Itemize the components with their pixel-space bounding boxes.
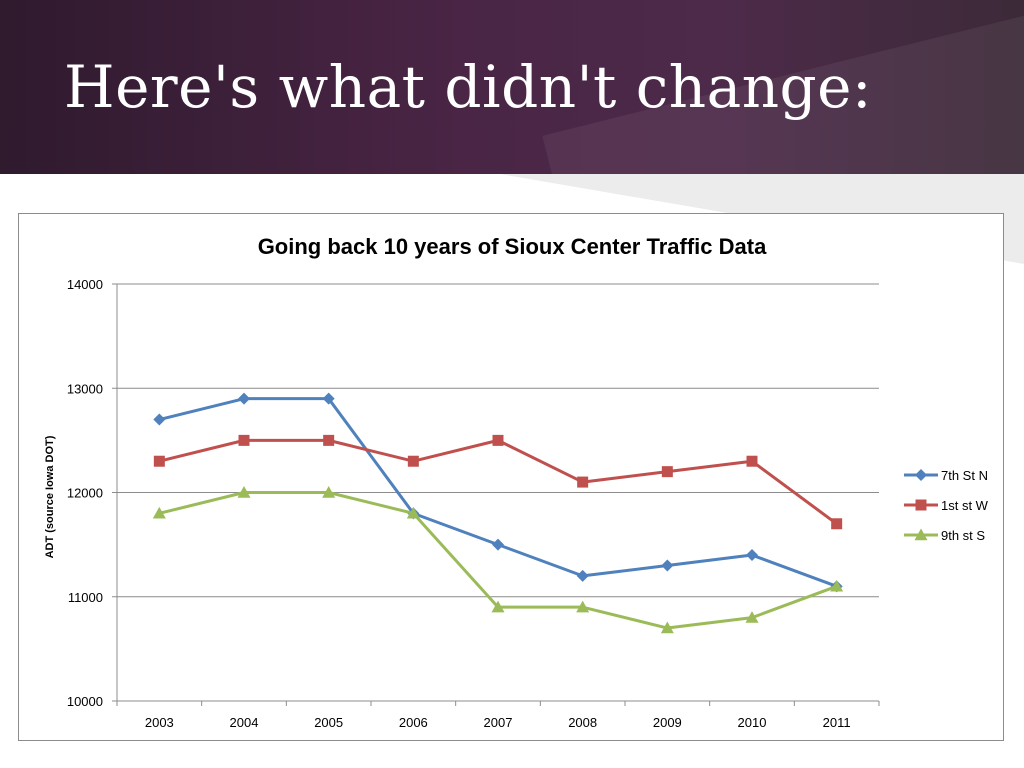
legend: 7th St N 1st st W 9th st S bbox=[904, 468, 989, 543]
x-tick-label-4: 2007 bbox=[484, 715, 513, 730]
data-point-7th-st-n-2008 bbox=[576, 569, 589, 582]
data-point-9th-st-s-2004 bbox=[237, 486, 251, 498]
y-tick-label-1: 11000 bbox=[68, 590, 103, 605]
series-1st-st-w bbox=[153, 434, 843, 530]
data-point-1st-st-w-2009 bbox=[661, 466, 673, 478]
axes: 10000 11000 12000 13000 14000 2003 2004 2005 200… bbox=[67, 277, 880, 730]
legend-label-7th-st-n: 7th St N bbox=[941, 468, 988, 483]
data-point-9th-st-s-2007 bbox=[491, 600, 505, 613]
data-point-9th-st-s-2009 bbox=[660, 621, 674, 634]
x-tick-label-6: 2009 bbox=[653, 715, 682, 730]
series-9th-st-s bbox=[152, 486, 844, 634]
legend-marker-7th-st-n bbox=[915, 469, 927, 481]
legend-item-1st-st-w: 1st st W bbox=[904, 498, 989, 513]
data-point-1st-st-w-2006 bbox=[407, 455, 419, 467]
data-point-1st-st-w-2004 bbox=[238, 434, 250, 446]
y-tick-label-2: 12000 bbox=[67, 486, 103, 501]
legend-marker-1st-st-w bbox=[915, 499, 927, 511]
data-point-9th-st-s-2003 bbox=[152, 506, 166, 519]
data-point-1st-st-w-2003 bbox=[153, 455, 165, 467]
chart-title: Going back 10 years of Sioux Center Traf… bbox=[258, 234, 767, 259]
data-point-9th-st-s-2010 bbox=[745, 611, 759, 623]
data-point-1st-st-w-2008 bbox=[577, 476, 589, 488]
x-tick-label-2: 2005 bbox=[314, 715, 343, 730]
data-point-1st-st-w-2011 bbox=[831, 518, 843, 530]
y-tick-label-3: 13000 bbox=[67, 381, 103, 396]
slide-title: Here's what didn't change: bbox=[64, 53, 873, 121]
series-group bbox=[152, 392, 844, 634]
data-point-7th-st-n-2004 bbox=[238, 392, 250, 405]
slide-header: Here's what didn't change: bbox=[0, 0, 1024, 174]
data-point-1st-st-w-2010 bbox=[746, 455, 758, 467]
data-point-7th-st-n-2005 bbox=[322, 392, 335, 405]
x-tick-label-3: 2006 bbox=[399, 715, 428, 730]
series-line-1st-st-w bbox=[158, 438, 838, 525]
data-point-9th-st-s-2005 bbox=[322, 486, 336, 498]
x-tick-label-7: 2010 bbox=[738, 715, 767, 730]
chart-frame: Going back 10 years of Sioux Center Traf… bbox=[18, 213, 1004, 741]
line-chart: Going back 10 years of Sioux Center Traf… bbox=[44, 234, 989, 730]
data-point-1st-st-w-2007 bbox=[492, 434, 504, 446]
legend-label-9th-st-s: 9th st S bbox=[941, 528, 985, 543]
x-tick-label-0: 2003 bbox=[145, 715, 174, 730]
legend-marker-9th-st-s bbox=[914, 528, 928, 541]
data-point-9th-st-s-2008 bbox=[576, 600, 590, 613]
y-tick-label-0: 10000 bbox=[67, 694, 103, 709]
x-tick-label-5: 2008 bbox=[568, 715, 597, 730]
y-tick-label-4: 14000 bbox=[67, 277, 103, 292]
data-point-9th-st-s-2006 bbox=[406, 506, 420, 519]
data-point-1st-st-w-2005 bbox=[323, 434, 335, 446]
data-point-7th-st-n-2003 bbox=[153, 413, 166, 426]
legend-item-7th-st-n: 7th St N bbox=[904, 468, 988, 483]
gridlines bbox=[117, 283, 879, 702]
data-point-9th-st-s-2011 bbox=[830, 579, 844, 592]
data-point-7th-st-n-2009 bbox=[661, 559, 674, 572]
x-tick-label-8: 2011 bbox=[823, 715, 851, 730]
legend-label-1st-st-w: 1st st W bbox=[941, 498, 989, 513]
data-point-7th-st-n-2007 bbox=[492, 538, 504, 551]
legend-item-9th-st-s: 9th st S bbox=[904, 528, 985, 543]
y-axis-label: ADT (source Iowa DOT) bbox=[44, 435, 56, 558]
x-tick-label-1: 2004 bbox=[230, 715, 259, 730]
data-point-7th-st-n-2010 bbox=[746, 549, 758, 562]
